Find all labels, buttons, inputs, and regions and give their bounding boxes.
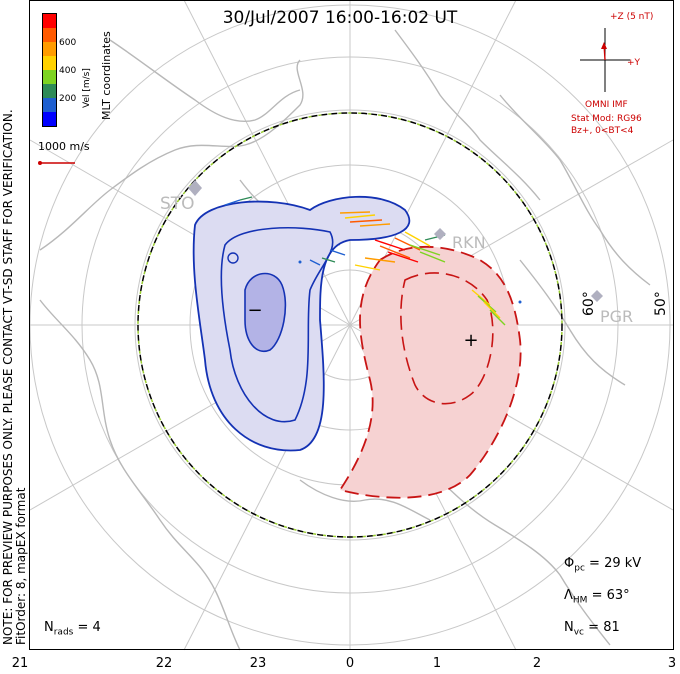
negative-cell-small-loop [227,252,239,264]
mlt-label: 2 [532,656,542,671]
imf-model: Stat Mod: RG96 [571,114,642,124]
negative-cell-marker: − [247,300,262,321]
colorbar-swatch [43,84,56,98]
colorbar-swatch [43,70,56,84]
station-rkn: RKN [452,233,486,252]
positive-cell-marker: + [463,330,478,351]
colorbar-label: Vel [m/s] [82,68,92,108]
velocity-vectors [224,196,522,326]
imf-y-label: +Y [627,58,641,68]
fit-order-note: FitOrder: 8, mapEX format [14,487,28,645]
stat-phi-pc: Φpc = 29 kV [564,556,642,574]
colorbar-tick-200: 200 [59,94,77,104]
vector-scale-label: 1000 m/s [38,140,90,153]
hm-boundary-overlay [137,112,563,538]
stat-n-rads-value: 4 [92,620,101,635]
mlt-label: 22 [155,656,173,671]
stat-n-rads: Nrads = 4 [44,620,101,638]
stat-n-vc: Nvc = 81 [564,620,620,638]
negative-cell-middle [220,226,334,423]
station-pgr: PGR [600,307,633,326]
hm-boundary [137,112,563,538]
imf-dial [580,28,630,92]
negative-cell-outer [192,195,411,452]
stat-n-vc-value: 81 [603,620,620,635]
velocity-colorbar [42,13,57,127]
mlt-label: 21 [11,656,29,671]
stat-phi-pc-value: 29 kV [604,556,642,571]
colorbar-swatch [43,14,56,28]
mlt-label: 23 [249,656,267,671]
mlt-label: 0 [345,656,355,671]
imf-condition: Bz+, 0<BT<4 [571,126,634,136]
plot-frame [29,0,674,650]
station-sto: STO [160,194,195,214]
colorbar-swatch [43,42,56,56]
plot-title: 30/Jul/2007 16:00-16:02 UT [222,8,458,28]
stat-lambda-hm: ΛHM = 63° [564,588,630,606]
lat-label-50: 50° [653,291,669,316]
station-markers [188,180,603,302]
stat-lambda-hm-value: 63° [606,588,630,603]
colorbar-swatch [43,56,56,70]
vector-scale-dot [38,161,42,165]
colorbar-swatch [43,98,56,112]
positive-cell-inner [400,272,494,405]
imf-z-label: +Z (5 nT) [610,12,654,22]
mlt-label: 1 [432,656,442,671]
colorbar-swatch [43,28,56,42]
lat-label-60: 60° [581,291,597,316]
mlt-label: 3 [667,656,677,671]
colorbar-tick-400: 400 [59,66,77,76]
colorbar-tick-600: 600 [59,38,77,48]
colorbar-swatch [43,112,56,126]
coords-label: MLT coordinates [100,31,113,120]
negative-cell-core [244,272,287,353]
side-note: NOTE: FOR PREVIEW PURPOSES ONLY. PLEASE … [1,5,28,645]
imf-source: OMNI IMF [585,100,628,110]
positive-cell-outer [338,245,522,499]
coastlines [39,29,651,651]
